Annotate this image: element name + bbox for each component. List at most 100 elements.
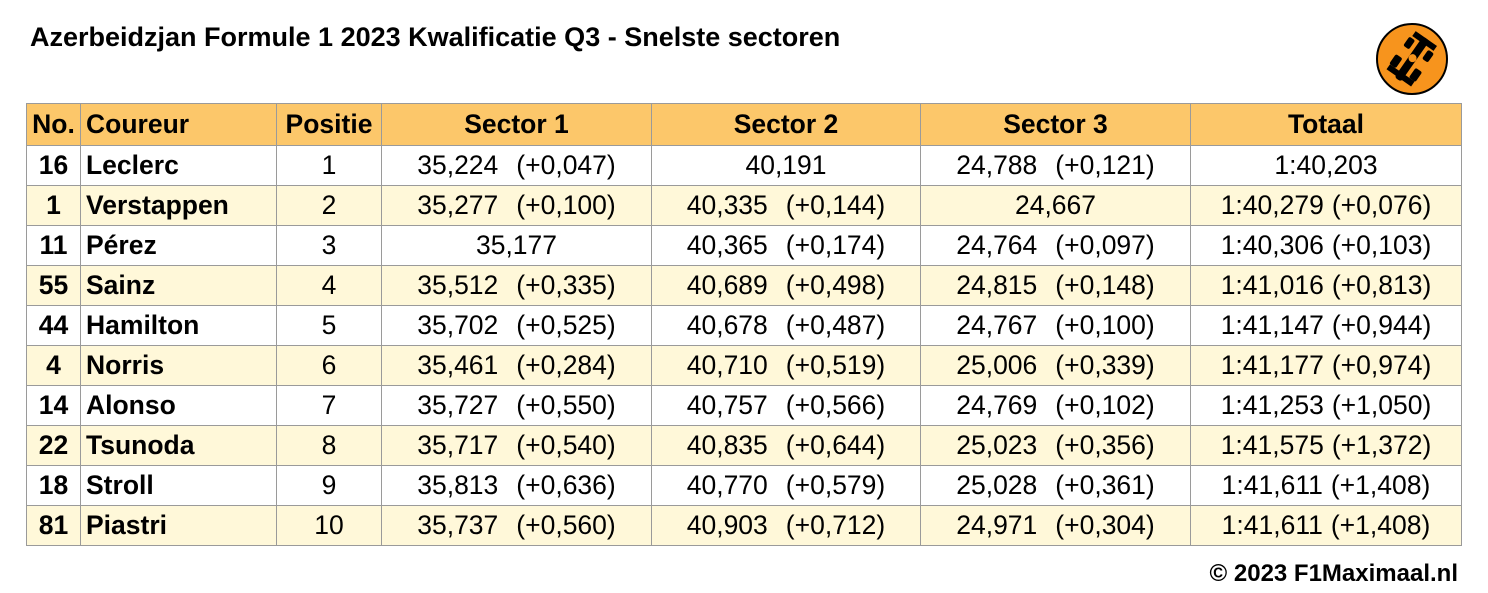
header-position: Positie — [276, 103, 382, 146]
cell-sector1: 35,702 (+0,525) — [381, 305, 652, 346]
cell-driver: Verstappen — [80, 185, 277, 226]
cell-number: 14 — [26, 385, 81, 426]
cell-sector1-value: 35,702 — [417, 310, 499, 340]
results-table: No. Coureur Positie Sector 1 Sector 2 Se… — [26, 103, 1462, 546]
cell-total: 1:41,611 (+1,408) — [1190, 465, 1462, 506]
cell-number: 18 — [26, 465, 81, 506]
cell-total-value: (+0,076) — [1331, 190, 1432, 220]
cell-driver-value: Pérez — [86, 230, 157, 260]
cell-sector1: 35,737 (+0,560) — [381, 505, 652, 546]
cell-sector3-value: (+0,148) — [1055, 270, 1155, 300]
table-row: 44 Hamilton 5 35,702 (+0,525) 40,678 (+0,487) 2… — [26, 305, 1462, 346]
cell-sector2: 40,365 (+0,174) — [651, 225, 921, 266]
cell-driver-value: Tsunoda — [86, 430, 195, 460]
cell-sector3-value: (+0,339) — [1055, 350, 1155, 380]
cell-number-value: 1 — [46, 190, 61, 220]
cell-total: 1:41,253 (+1,050) — [1190, 385, 1462, 426]
cell-sector1: 35,717 (+0,540) — [381, 425, 652, 466]
cell-total-value: 1:41,016 — [1220, 270, 1324, 300]
cell-sector1-value: (+0,284) — [516, 350, 616, 380]
cell-sector1: 35,512 (+0,335) — [381, 265, 652, 306]
cell-sector3-value: 25,006 — [956, 350, 1038, 380]
cell-position-value: 10 — [314, 510, 344, 540]
table-row: 81 Piastri 10 35,737 (+0,560) 40,903 (+0,712) 2… — [26, 505, 1462, 546]
cell-total-value: (+1,050) — [1331, 390, 1432, 420]
cell-driver: Stroll — [80, 465, 277, 506]
cell-sector2-value: 40,770 — [686, 470, 768, 500]
cell-position: 1 — [276, 145, 382, 186]
cell-driver-value: Sainz — [86, 270, 156, 300]
table-header-row: No. Coureur Positie Sector 1 Sector 2 Se… — [26, 103, 1462, 146]
cell-sector1: 35,177 — [381, 225, 652, 266]
cell-sector2-value: 40,903 — [686, 510, 768, 540]
cell-sector1-value: 35,727 — [417, 390, 499, 420]
cell-number: 16 — [26, 145, 81, 186]
cell-driver: Tsunoda — [80, 425, 277, 466]
cell-total-value: 1:41,177 — [1220, 350, 1324, 380]
cell-position-value: 7 — [321, 390, 337, 420]
cell-driver-value: Norris — [86, 350, 165, 380]
cell-total-value: (+0,974) — [1331, 350, 1432, 380]
header-no: No. — [26, 103, 81, 146]
cell-sector3-value: 24,815 — [956, 270, 1038, 300]
table-row: 18 Stroll 9 35,813 (+0,636) 40,770 (+0,579) 25,… — [26, 465, 1462, 506]
cell-sector2-value: (+0,498) — [785, 270, 886, 300]
cell-position: 4 — [276, 265, 382, 306]
cell-number: 44 — [26, 305, 81, 346]
cell-sector3-value: 24,788 — [956, 150, 1038, 180]
cell-sector1-value: 35,461 — [417, 350, 499, 380]
cell-driver-value: Alonso — [86, 390, 176, 420]
cell-number-value: 18 — [38, 470, 69, 500]
cell-total-value: (+1,408) — [1330, 510, 1431, 540]
cell-sector2-value: 40,689 — [686, 270, 768, 300]
cell-sector1-value: (+0,550) — [516, 390, 616, 420]
cell-sector3-value: 25,023 — [956, 430, 1038, 460]
cell-sector2-value: (+0,579) — [785, 470, 886, 500]
cell-sector3-value: 24,667 — [1014, 190, 1097, 220]
cell-sector1-value: 35,277 — [417, 190, 499, 220]
cell-position: 2 — [276, 185, 382, 226]
cell-sector3-value: 24,971 — [956, 510, 1038, 540]
cell-sector2-value: (+0,519) — [785, 350, 886, 380]
cell-sector2-value: (+0,712) — [785, 510, 886, 540]
cell-position: 7 — [276, 385, 382, 426]
cell-sector1-value: (+0,636) — [516, 470, 616, 500]
cell-number-value: 81 — [38, 510, 69, 540]
cell-sector1-value: 35,813 — [417, 470, 499, 500]
cell-sector2-value: (+0,487) — [785, 310, 886, 340]
cell-sector2: 40,689 (+0,498) — [651, 265, 921, 306]
cell-position-value: 6 — [321, 350, 337, 380]
cell-sector3-value: 24,764 — [956, 230, 1038, 260]
cell-sector1-value: (+0,540) — [516, 430, 616, 460]
cell-sector3: 24,815 (+0,148) — [920, 265, 1191, 306]
cell-number: 4 — [26, 345, 81, 386]
cell-sector2: 40,903 (+0,712) — [651, 505, 921, 546]
cell-sector2-value: (+0,644) — [785, 430, 886, 460]
cell-sector1-value: 35,512 — [417, 270, 499, 300]
table-row: 11 Pérez 3 35,177 40,365 (+0,174) 24,764 (+0,09… — [26, 225, 1462, 266]
cell-sector1-value: (+0,047) — [516, 150, 616, 180]
cell-position-value: 2 — [321, 190, 337, 220]
cell-position: 3 — [276, 225, 382, 266]
cell-total: 1:40,203 — [1190, 145, 1462, 186]
cell-position-value: 1 — [321, 150, 337, 180]
cell-sector3: 24,667 — [920, 185, 1191, 226]
cell-number-value: 16 — [38, 150, 69, 180]
cell-sector1-value: (+0,560) — [516, 510, 616, 540]
cell-position: 9 — [276, 465, 382, 506]
cell-sector2: 40,678 (+0,487) — [651, 305, 921, 346]
cell-sector1: 35,224 (+0,047) — [381, 145, 652, 186]
cell-total: 1:41,177 (+0,974) — [1190, 345, 1462, 386]
cell-total-value: (+1,372) — [1331, 430, 1432, 460]
cell-sector3: 25,023 (+0,356) — [920, 425, 1191, 466]
cell-position-value: 8 — [321, 430, 337, 460]
cell-position-value: 4 — [321, 270, 337, 300]
cell-sector1: 35,277 (+0,100) — [381, 185, 652, 226]
cell-sector2: 40,710 (+0,519) — [651, 345, 921, 386]
cell-sector2: 40,191 — [651, 145, 921, 186]
table-row: 4 Norris 6 35,461 (+0,284) 40,710 (+0,519) 25,0… — [26, 345, 1462, 386]
header-sector3: Sector 3 — [920, 103, 1191, 146]
cell-sector3: 24,971 (+0,304) — [920, 505, 1191, 546]
cell-number-value: 4 — [46, 350, 61, 380]
cell-total-value: (+0,103) — [1331, 230, 1432, 260]
